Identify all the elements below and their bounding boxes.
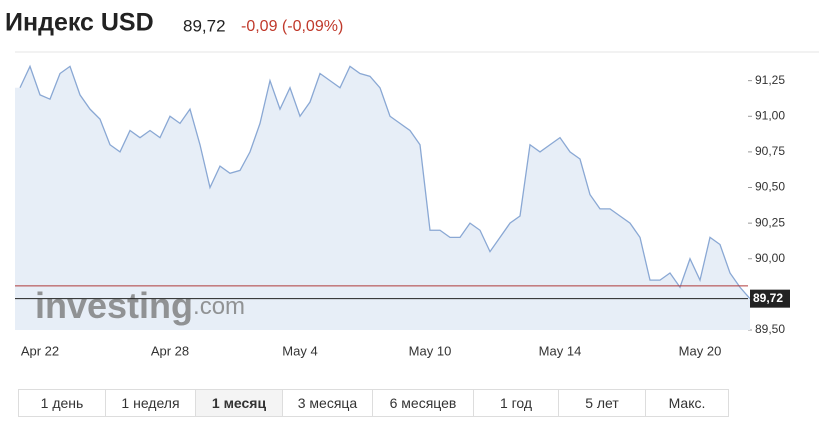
x-tick-label: Apr 28: [151, 343, 189, 358]
range-tab[interactable]: 1 год: [474, 390, 559, 416]
y-tick-label: 91,00: [755, 108, 785, 122]
price: 89,72: [183, 16, 226, 35]
x-tick-label: May 4: [282, 343, 317, 358]
x-tick-label: May 14: [539, 343, 582, 358]
y-tick-label: 90,00: [755, 251, 785, 265]
watermark-domain: .com: [193, 293, 245, 320]
chart: Индекс USD 89,72 -0,09 (-0,09%) 89,50 90,…: [5, 9, 819, 358]
range-tab[interactable]: 1 месяц: [196, 390, 283, 416]
x-tick-label: May 20: [679, 343, 722, 358]
y-tick-label: 90,50: [755, 180, 785, 194]
range-tab[interactable]: 5 лет: [559, 390, 646, 416]
area: [15, 66, 750, 331]
y-tick-label: 89,50: [755, 322, 785, 336]
line: [19, 64, 751, 300]
change: -0,09 (-0,09%): [241, 18, 343, 35]
range-tab[interactable]: 3 месяца: [283, 390, 373, 416]
last-price-badge: [750, 289, 790, 308]
y-tick-label: 90,75: [755, 144, 785, 158]
x-tick-label: May 10: [409, 343, 452, 358]
y-tick-label: 91,25: [755, 73, 785, 87]
range-tab[interactable]: Макс.: [668, 395, 706, 411]
range-tab[interactable]: 1 неделя: [106, 390, 196, 416]
y-tick-label: 90,25: [755, 215, 785, 229]
last-price-label: 89,72: [753, 291, 783, 305]
watermark: investing.com: [35, 285, 245, 326]
x-tick-label: Apr 22: [21, 343, 59, 358]
title: Индекс USD: [5, 9, 154, 37]
range-tab[interactable]: 1 день: [19, 390, 106, 416]
watermark-main: investing: [35, 285, 193, 326]
range-tab[interactable]: 6 месяцев: [373, 390, 474, 416]
range-tabs: 1 день 1 неделя 1 месяц 3 месяца 6 месяцев 1 …: [18, 389, 729, 417]
